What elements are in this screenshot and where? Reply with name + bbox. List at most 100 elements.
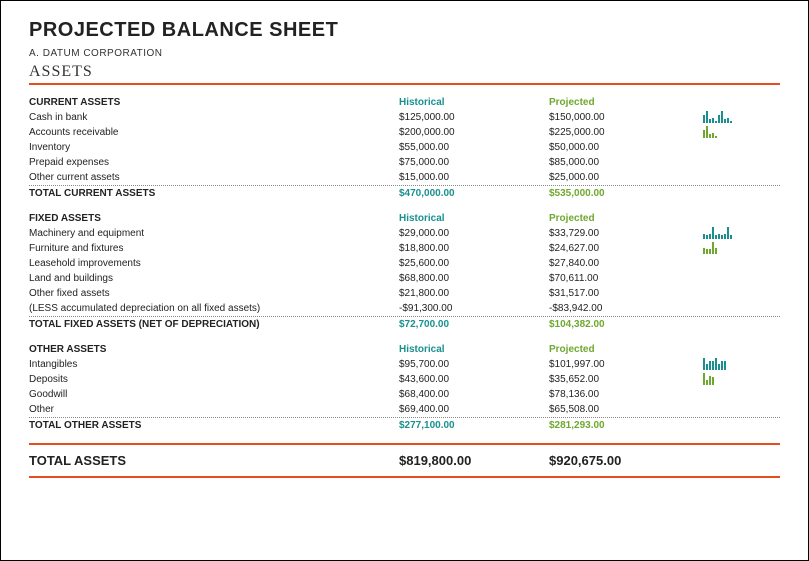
sparkline-cell: [699, 373, 780, 387]
sparkline-cell: [699, 358, 780, 372]
col-projected: Projected: [549, 95, 699, 110]
row-historical: $18,800.00: [399, 241, 549, 256]
row-label: Intangibles: [29, 357, 399, 372]
row-projected: $50,000.00: [549, 140, 699, 155]
row-historical: $43,600.00: [399, 372, 549, 387]
row-projected: $101,997.00: [549, 357, 699, 372]
sparkline-cell: [699, 212, 780, 226]
row-historical: $68,800.00: [399, 271, 549, 286]
row-projected: $24,627.00: [549, 241, 699, 256]
sparkline-cell: [699, 96, 780, 110]
row-label: Leasehold improvements: [29, 256, 399, 271]
col-historical: Historical: [399, 95, 549, 110]
row-historical: -$91,300.00: [399, 301, 549, 316]
sparkline-cell: [699, 156, 780, 170]
sparkline-cell: [699, 257, 780, 271]
total-label: TOTAL FIXED ASSETS (NET OF DEPRECIATION): [29, 317, 399, 332]
table-row: Prepaid expenses$75,000.00$85,000.00: [29, 155, 780, 170]
row-historical: $75,000.00: [399, 155, 549, 170]
sparkline-cell: [699, 227, 780, 241]
sparkline-cell: [699, 403, 780, 417]
table-row: (LESS accumulated depreciation on all fi…: [29, 301, 780, 316]
table-row: Intangibles$95,700.00$101,997.00: [29, 357, 780, 372]
group-current-assets: CURRENT ASSETSHistoricalProjectedCash in…: [29, 95, 780, 201]
row-projected: $33,729.00: [549, 226, 699, 241]
row-projected: $70,611.00: [549, 271, 699, 286]
row-historical: $15,000.00: [399, 170, 549, 185]
sparkline-cell: [699, 111, 780, 125]
table-row: Inventory$55,000.00$50,000.00: [29, 140, 780, 155]
table-row: Land and buildings$68,800.00$70,611.00: [29, 271, 780, 286]
sparkline-cell: [699, 343, 780, 357]
table-row: Other$69,400.00$65,508.00: [29, 402, 780, 417]
col-historical: Historical: [399, 211, 549, 226]
sparkline-cell: [699, 126, 780, 140]
row-historical: $29,000.00: [399, 226, 549, 241]
table-row: Cash in bank$125,000.00$150,000.00: [29, 110, 780, 125]
row-projected: $35,652.00: [549, 372, 699, 387]
total-label: TOTAL OTHER ASSETS: [29, 418, 399, 433]
col-projected: Projected: [549, 342, 699, 357]
row-label: Inventory: [29, 140, 399, 155]
group-header: FIXED ASSETSHistoricalProjected: [29, 211, 780, 226]
row-historical: $25,600.00: [399, 256, 549, 271]
group-total-row: TOTAL CURRENT ASSETS$470,000.00$535,000.…: [29, 185, 780, 201]
company-name: A. DATUM CORPORATION: [29, 48, 780, 59]
group-fixed-assets: FIXED ASSETSHistoricalProjectedMachinery…: [29, 211, 780, 332]
page-title: PROJECTED BALANCE SHEET: [29, 19, 780, 42]
row-label: Accounts receivable: [29, 125, 399, 140]
total-historical: $470,000.00: [399, 186, 549, 201]
grand-total-projected: $920,675.00: [549, 453, 699, 468]
groups-container: CURRENT ASSETSHistoricalProjectedCash in…: [29, 95, 780, 433]
group-name: CURRENT ASSETS: [29, 95, 399, 110]
col-projected: Projected: [549, 211, 699, 226]
table-row: Furniture and fixtures$18,800.00$24,627.…: [29, 241, 780, 256]
group-header: CURRENT ASSETSHistoricalProjected: [29, 95, 780, 110]
table-row: Machinery and equipment$29,000.00$33,729…: [29, 226, 780, 241]
row-label: Other: [29, 402, 399, 417]
row-historical: $68,400.00: [399, 387, 549, 402]
sparkline-cell: [699, 272, 780, 286]
table-row: Other current assets$15,000.00$25,000.00: [29, 170, 780, 185]
group-other-assets: OTHER ASSETSHistoricalProjectedIntangibl…: [29, 342, 780, 433]
total-projected: $535,000.00: [549, 186, 699, 201]
row-historical: $69,400.00: [399, 402, 549, 417]
table-row: Other fixed assets$21,800.00$31,517.00: [29, 286, 780, 301]
group-name: OTHER ASSETS: [29, 342, 399, 357]
row-projected: $31,517.00: [549, 286, 699, 301]
row-label: Cash in bank: [29, 110, 399, 125]
row-label: Goodwill: [29, 387, 399, 402]
total-projected: $104,382.00: [549, 317, 699, 332]
sparkline-cell: [699, 302, 780, 316]
row-label: Deposits: [29, 372, 399, 387]
group-total-row: TOTAL OTHER ASSETS$277,100.00$281,293.00: [29, 417, 780, 433]
row-projected: $25,000.00: [549, 170, 699, 185]
grand-total-historical: $819,800.00: [399, 453, 549, 468]
grand-total-row: TOTAL ASSETS $819,800.00 $920,675.00: [29, 443, 780, 478]
group-name: FIXED ASSETS: [29, 211, 399, 226]
row-projected: $150,000.00: [549, 110, 699, 125]
table-row: Accounts receivable$200,000.00$225,000.0…: [29, 125, 780, 140]
table-row: Goodwill$68,400.00$78,136.00: [29, 387, 780, 402]
table-row: Deposits$43,600.00$35,652.00: [29, 372, 780, 387]
row-historical: $200,000.00: [399, 125, 549, 140]
sparkline-cell: [699, 287, 780, 301]
sparkline-cell: [699, 171, 780, 185]
row-label: Other current assets: [29, 170, 399, 185]
group-total-row: TOTAL FIXED ASSETS (NET OF DEPRECIATION)…: [29, 316, 780, 332]
grand-total-label: TOTAL ASSETS: [29, 453, 399, 468]
total-historical: $277,100.00: [399, 418, 549, 433]
row-label: Machinery and equipment: [29, 226, 399, 241]
row-historical: $125,000.00: [399, 110, 549, 125]
row-projected: $27,840.00: [549, 256, 699, 271]
total-projected: $281,293.00: [549, 418, 699, 433]
section-header-assets: ASSETS: [29, 63, 780, 85]
total-label: TOTAL CURRENT ASSETS: [29, 186, 399, 201]
row-projected: $65,508.00: [549, 402, 699, 417]
row-historical: $21,800.00: [399, 286, 549, 301]
row-label: (LESS accumulated depreciation on all fi…: [29, 301, 399, 316]
col-historical: Historical: [399, 342, 549, 357]
row-projected: $225,000.00: [549, 125, 699, 140]
table-row: Leasehold improvements$25,600.00$27,840.…: [29, 256, 780, 271]
sparkline-cell: [699, 141, 780, 155]
